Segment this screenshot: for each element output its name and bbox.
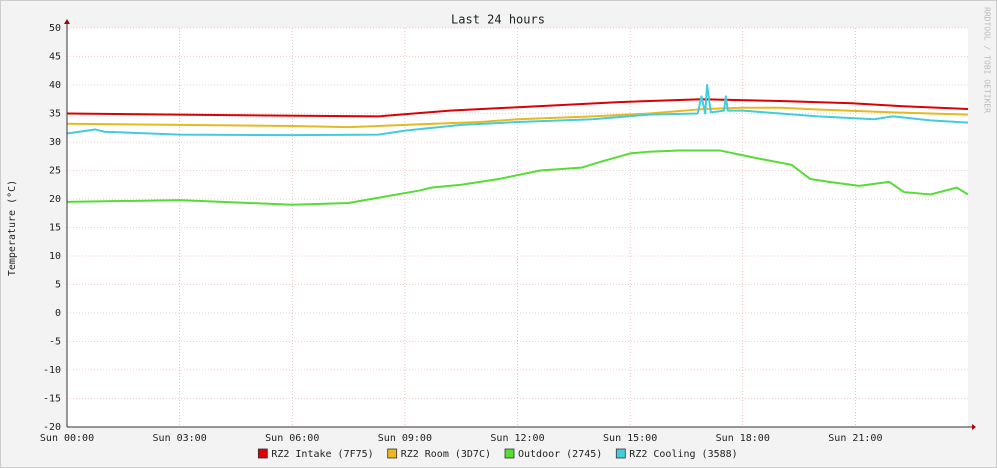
y-tick-label: -10 bbox=[43, 365, 61, 376]
x-tick-label: Sun 21:00 bbox=[828, 433, 882, 444]
y-axis-title: Temperature (°C) bbox=[7, 180, 18, 276]
legend-label: RZ2 Intake (7F75) bbox=[271, 449, 373, 460]
legend-item: RZ2 Intake (7F75) bbox=[257, 448, 374, 460]
y-tick-label: -15 bbox=[43, 394, 61, 405]
legend-label: RZ2 Room (3D7C) bbox=[401, 449, 491, 460]
x-tick-label: Sun 06:00 bbox=[265, 433, 319, 444]
legend-swatch bbox=[387, 448, 398, 459]
x-arrow bbox=[972, 424, 976, 430]
y-tick-label: 0 bbox=[55, 308, 61, 319]
x-tick-label: Sun 12:00 bbox=[490, 433, 544, 444]
y-tick-label: 5 bbox=[55, 280, 61, 291]
y-tick-label: 45 bbox=[49, 52, 61, 63]
legend-item: RZ2 Room (3D7C) bbox=[387, 448, 491, 460]
grid bbox=[66, 27, 968, 428]
x-tick-label: Sun 00:00 bbox=[40, 433, 94, 444]
y-tick-label: 50 bbox=[49, 23, 61, 34]
y-tick-label: 30 bbox=[49, 137, 61, 148]
y-tick-label: 20 bbox=[49, 194, 61, 205]
y-arrow bbox=[64, 19, 70, 24]
legend-swatch bbox=[504, 448, 515, 459]
y-tick-label: 40 bbox=[49, 80, 61, 91]
legend: RZ2 Intake (7F75) RZ2 Room (3D7C) Outdoor … bbox=[257, 448, 738, 460]
x-tick-label: Sun 15:00 bbox=[603, 433, 657, 444]
y-tick-label: -20 bbox=[43, 422, 61, 433]
y-tick-label: 35 bbox=[49, 109, 61, 120]
legend-swatch bbox=[257, 448, 268, 459]
legend-item: Outdoor (2745) bbox=[504, 448, 602, 460]
y-tick-label: 15 bbox=[49, 223, 61, 234]
legend-swatch bbox=[615, 448, 626, 459]
chart-title: Last 24 hours bbox=[451, 13, 545, 27]
series-line bbox=[66, 149, 969, 206]
x-tick-label: Sun 09:00 bbox=[378, 433, 432, 444]
x-tick-label: Sun 03:00 bbox=[153, 433, 207, 444]
y-tick-label: 25 bbox=[49, 166, 61, 177]
x-tick-label: Sun 18:00 bbox=[716, 433, 770, 444]
series-line bbox=[66, 84, 969, 137]
series-line bbox=[66, 98, 969, 118]
lines bbox=[66, 84, 969, 206]
y-tick-label: 10 bbox=[49, 251, 61, 262]
legend-label: RZ2 Cooling (3588) bbox=[629, 449, 737, 460]
legend-label: Outdoor (2745) bbox=[518, 449, 602, 460]
y-tick-label: -5 bbox=[49, 337, 61, 348]
watermark: RRDTOOL / TOBI OETIKER bbox=[983, 7, 992, 113]
legend-item: RZ2 Cooling (3588) bbox=[615, 448, 738, 460]
series-line bbox=[66, 106, 969, 129]
